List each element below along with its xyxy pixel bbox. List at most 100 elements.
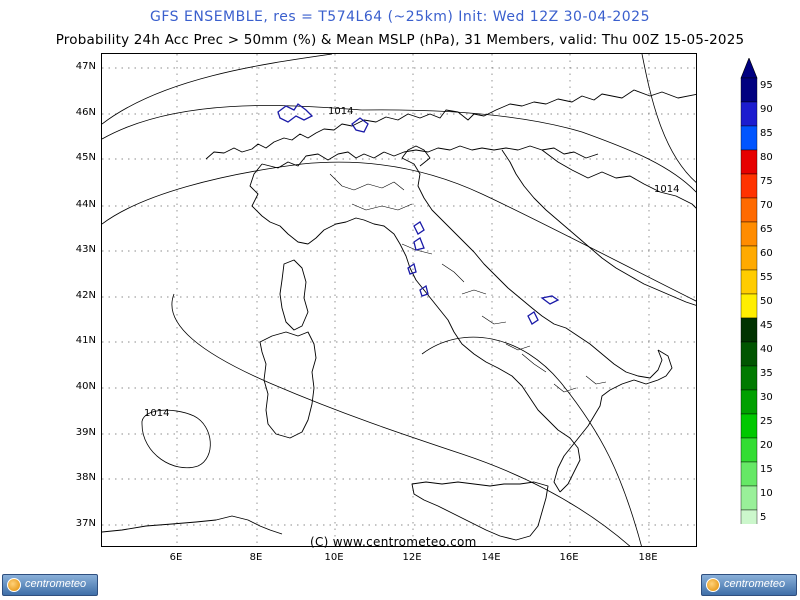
isobar-1014-mid <box>102 161 696 302</box>
lon-label: 14E <box>481 552 501 563</box>
isobars <box>102 54 696 546</box>
colorbar-swatch <box>740 221 758 247</box>
isobar-east <box>641 54 696 183</box>
lat-label: 37N <box>75 518 96 529</box>
lat-label: 39N <box>75 427 96 438</box>
isobar-label: 1014 <box>328 106 353 117</box>
colorbar-swatch <box>740 509 758 524</box>
precip-contour-central-3 <box>407 262 417 275</box>
colorbar-swatch <box>740 437 758 463</box>
colorbar-label: 15 <box>760 464 773 475</box>
lat-label: 47N <box>75 61 96 72</box>
venice-coast <box>401 145 431 167</box>
precip-contour-central-2 <box>413 237 425 251</box>
centrometeo-logo-left[interactable]: centrometeo <box>2 574 98 596</box>
colorbar-label: 85 <box>760 128 773 139</box>
map-canvas: 1014 1014 1014 <box>102 54 696 546</box>
sicily <box>411 481 549 541</box>
lat-label: 41N <box>75 335 96 346</box>
isobar-1014-low <box>141 409 211 468</box>
france-italy-border <box>249 163 309 245</box>
lon-label: 6E <box>169 552 183 563</box>
colorbar-label: 5 <box>760 512 767 523</box>
swiss-border <box>261 151 385 169</box>
balkan-border <box>541 149 696 209</box>
colorbar-label: 95 <box>760 80 773 91</box>
colorbar-label: 35 <box>760 368 773 379</box>
colorbar-label: 75 <box>760 176 773 187</box>
colorbar-swatch <box>740 125 758 151</box>
colorbar-label: 40 <box>760 344 773 355</box>
precip-contour-central-4 <box>419 284 429 297</box>
isobar-top-left <box>102 54 333 125</box>
colorbar-swatch <box>740 413 758 439</box>
gridlines <box>102 54 696 546</box>
centrometeo-logo-right[interactable]: centrometeo <box>701 574 797 596</box>
lat-label: 45N <box>75 152 96 163</box>
colorbar-label: 55 <box>760 272 773 283</box>
colorbar-swatch <box>740 293 758 319</box>
colorbar-swatch <box>740 101 758 127</box>
corsica <box>279 259 309 331</box>
colorbar-swatch <box>740 485 758 511</box>
colorbar-swatch <box>740 317 758 343</box>
colorbar-label: 30 <box>760 392 773 403</box>
lat-label: 40N <box>75 381 96 392</box>
colorbar-label: 65 <box>760 224 773 235</box>
colorbar-label: 60 <box>760 248 773 259</box>
sardinia <box>259 331 317 439</box>
colorbar <box>740 58 758 524</box>
colorbar-label: 25 <box>760 416 773 427</box>
precip-contours <box>277 103 560 325</box>
colorbar-label: 10 <box>760 488 773 499</box>
lon-label: 8E <box>249 552 263 563</box>
sun-icon <box>706 578 720 592</box>
chart-subtitle: Probability 24h Acc Prec > 50mm (%) & Me… <box>55 32 745 48</box>
logo-text: centrometeo <box>724 578 786 590</box>
colorbar-swatch <box>740 149 758 175</box>
chart-title: GFS ENSEMBLE, res = T574L64 (~25km) Init… <box>150 9 650 25</box>
isobar-label: 1014 <box>654 184 679 195</box>
precip-contour-south <box>527 311 539 325</box>
lon-label: 16E <box>559 552 579 563</box>
colorbar-swatch <box>740 173 758 199</box>
colorbar-label: 45 <box>760 320 773 331</box>
precip-contour-gargano <box>540 295 560 305</box>
precip-contour-central-1 <box>413 221 425 235</box>
regional-borders <box>329 173 607 393</box>
isobar-1014-north <box>102 105 696 193</box>
coastlines-and-borders <box>102 89 696 541</box>
colorbar-swatch <box>740 245 758 271</box>
logo-text: centrometeo <box>25 578 87 590</box>
colorbar-label: 80 <box>760 152 773 163</box>
lon-label: 10E <box>324 552 344 563</box>
austria-border <box>383 145 599 159</box>
precip-contour-alps-west <box>277 103 314 123</box>
lat-label: 44N <box>75 199 96 210</box>
colorbar-swatch <box>740 365 758 391</box>
copyright-text: (C) www.centrometeo.com <box>310 535 477 549</box>
lat-label: 38N <box>75 472 96 483</box>
colorbar-swatch <box>740 77 758 103</box>
map-area: 1014 1014 1014 <box>101 53 697 547</box>
lat-label: 42N <box>75 290 96 301</box>
colorbar-swatch <box>740 197 758 223</box>
isobar-south-loop <box>171 293 631 546</box>
lat-label: 43N <box>75 244 96 255</box>
colorbar-swatch <box>740 269 758 295</box>
adriatic-coast <box>401 157 663 379</box>
lon-label: 18E <box>638 552 658 563</box>
northern-border <box>205 89 696 160</box>
colorbar-label: 20 <box>760 440 773 451</box>
sun-icon <box>7 578 21 592</box>
lat-label: 46N <box>75 107 96 118</box>
colorbar-label: 50 <box>760 296 773 307</box>
colorbar-swatch <box>740 341 758 367</box>
colorbar-swatch <box>740 461 758 487</box>
isobar-label: 1014 <box>144 408 169 419</box>
tunisia-coast <box>102 515 283 535</box>
colorbar-swatch <box>740 389 758 415</box>
lon-label: 12E <box>402 552 422 563</box>
colorbar-arrow <box>740 58 758 79</box>
isobar-calabria <box>421 336 642 546</box>
